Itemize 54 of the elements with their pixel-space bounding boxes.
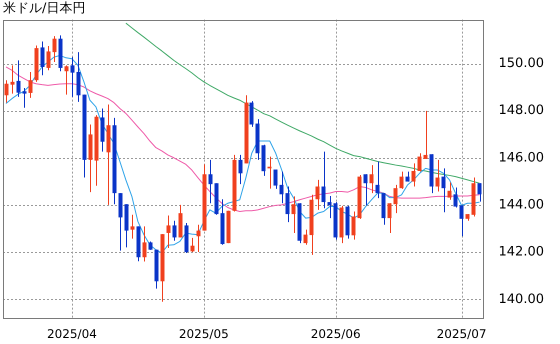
candlestick bbox=[28, 71, 32, 98]
candlestick bbox=[400, 171, 404, 190]
y-tick-label: 148.00 bbox=[498, 103, 544, 118]
candlestick bbox=[196, 224, 200, 253]
candlestick bbox=[328, 195, 332, 219]
candlestick bbox=[166, 215, 170, 249]
x-tick-label: 2025/05 bbox=[178, 326, 229, 341]
candlestick bbox=[280, 171, 284, 204]
candlestick bbox=[460, 204, 464, 237]
candlestick bbox=[304, 229, 308, 246]
candlestick bbox=[172, 220, 176, 242]
candlestick bbox=[370, 164, 374, 194]
candlestick bbox=[442, 168, 446, 213]
candlestick bbox=[448, 182, 452, 200]
y-tick-label: 142.00 bbox=[498, 244, 544, 260]
y-tick-label: 150.00 bbox=[498, 56, 544, 72]
x-tick-label: 2025/07 bbox=[436, 326, 486, 341]
chart-title: 米ドル/日本円 bbox=[3, 1, 86, 16]
candlestick bbox=[478, 182, 482, 202]
candlestick bbox=[418, 152, 422, 172]
candlestick bbox=[388, 202, 392, 234]
candlestick bbox=[130, 214, 134, 240]
candlestick bbox=[190, 237, 194, 253]
y-tick-label: 146.00 bbox=[498, 150, 544, 166]
candlestick bbox=[16, 60, 20, 98]
candlestick bbox=[70, 56, 74, 98]
x-tick-label: 2025/04 bbox=[47, 326, 97, 341]
candlestick bbox=[394, 184, 398, 214]
candlestick bbox=[238, 154, 242, 185]
candlestick bbox=[412, 162, 416, 188]
y-tick-label: 140.00 bbox=[498, 292, 544, 307]
candlestick bbox=[76, 52, 80, 102]
candlestick bbox=[40, 41, 44, 76]
candlestick bbox=[64, 64, 68, 96]
candlestick bbox=[4, 80, 8, 104]
candlestick bbox=[286, 186, 290, 223]
candlestick bbox=[316, 179, 320, 210]
candlestick bbox=[208, 159, 212, 204]
y-tick-label: 144.00 bbox=[498, 198, 544, 213]
candlestick bbox=[352, 211, 356, 240]
candlestick bbox=[436, 159, 440, 192]
candlestick bbox=[142, 226, 146, 262]
candlestick bbox=[268, 156, 272, 190]
candlestick bbox=[292, 196, 296, 234]
candlestick bbox=[52, 36, 56, 63]
candlestick bbox=[46, 46, 50, 71]
candlestick bbox=[250, 100, 254, 128]
candlestick bbox=[322, 151, 326, 209]
candlestick bbox=[364, 174, 368, 206]
x-tick-label: 2025/06 bbox=[310, 326, 361, 341]
candlestick bbox=[454, 186, 458, 208]
candlestick bbox=[376, 161, 380, 199]
candlestick bbox=[424, 110, 428, 160]
candlestick bbox=[274, 169, 278, 190]
